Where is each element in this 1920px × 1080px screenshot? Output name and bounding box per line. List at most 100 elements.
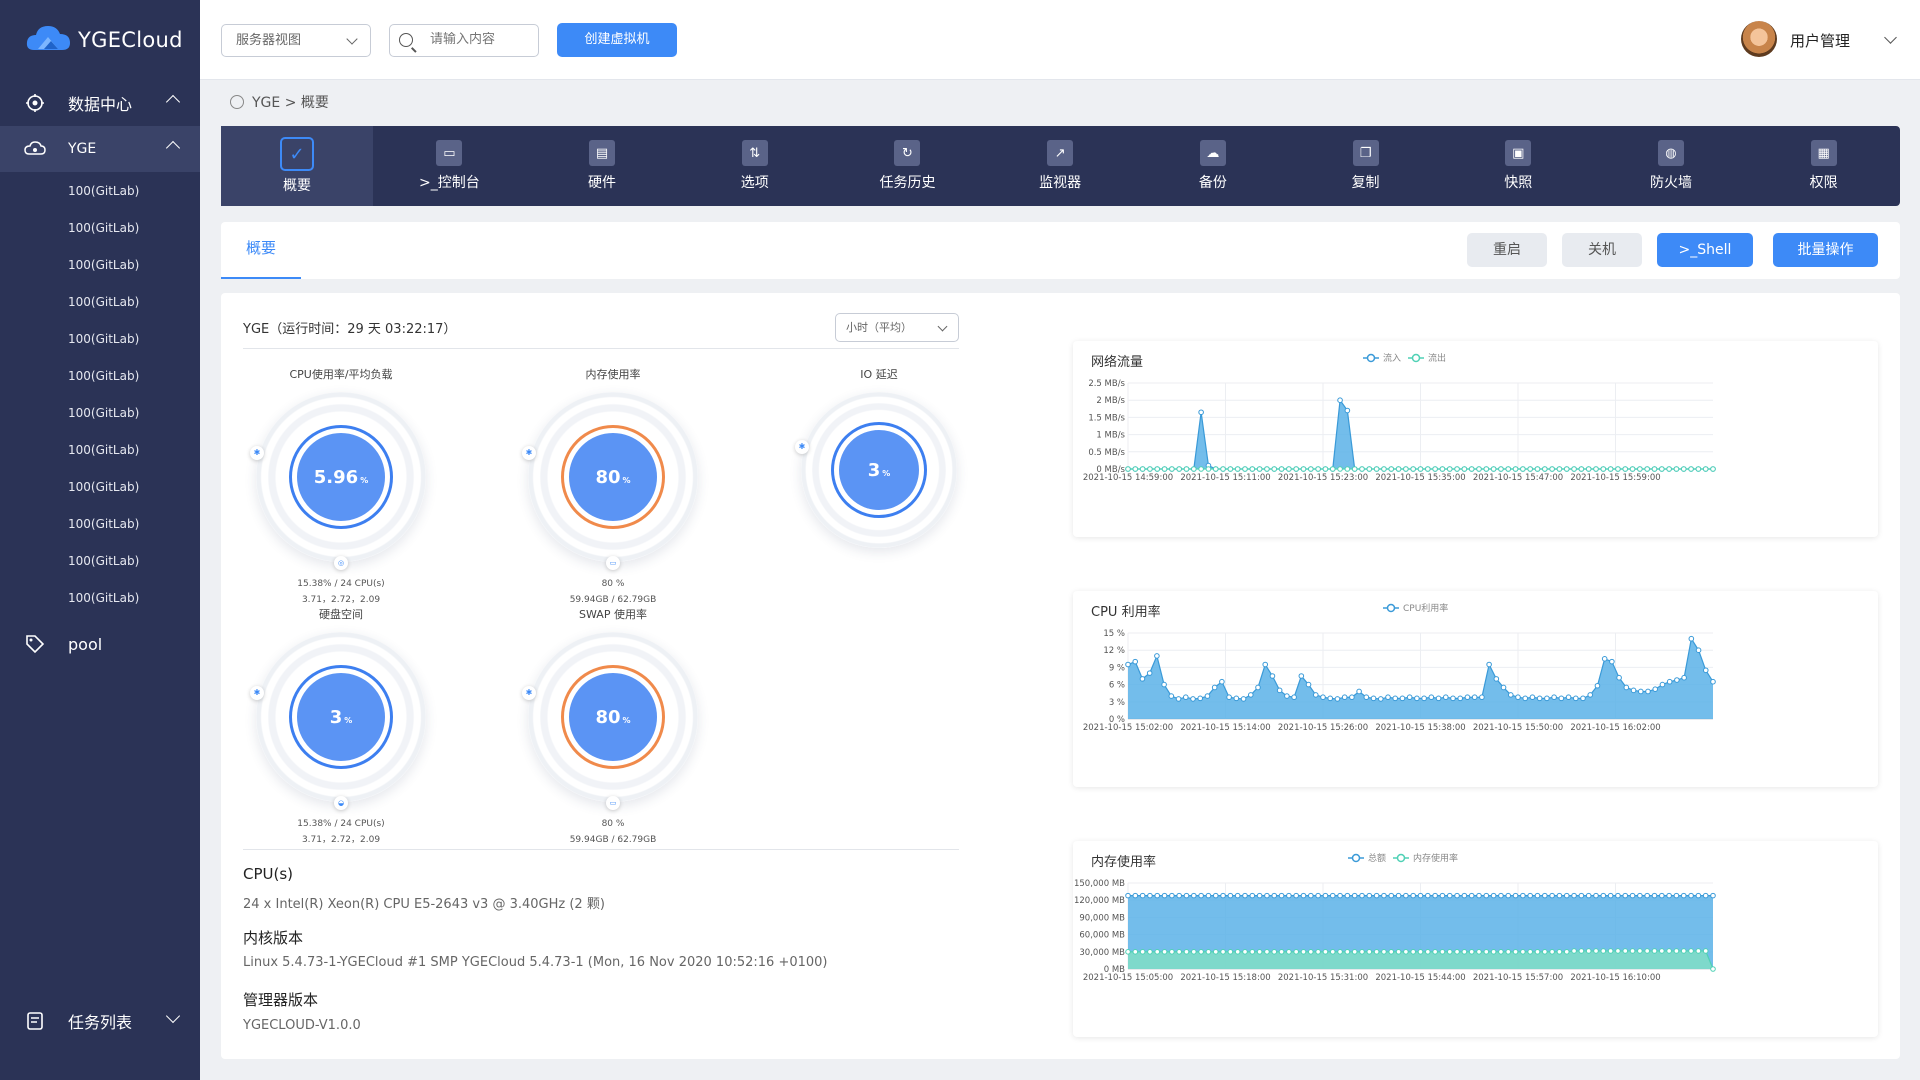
gauge-settings-icon[interactable]: ✱ [250, 446, 264, 460]
shutdown-button[interactable]: 关机 [1562, 233, 1642, 267]
gauge-settings-icon[interactable]: ✱ [250, 686, 264, 700]
data-point [1544, 695, 1550, 702]
search-input[interactable] [430, 32, 530, 47]
sidebar-vm-item[interactable]: 100(GitLab) [68, 331, 140, 346]
data-point [1329, 892, 1336, 899]
data-point [1256, 949, 1263, 955]
sidebar-vm-item[interactable]: 100(GitLab) [68, 590, 140, 605]
data-point [1710, 678, 1716, 685]
data-point [1505, 949, 1512, 955]
data-point [1666, 466, 1672, 472]
data-point [1286, 949, 1292, 955]
disk-icon: ◒ [334, 796, 348, 810]
sidebar-vm-item[interactable]: 100(GitLab) [68, 257, 140, 272]
data-point [1169, 892, 1175, 899]
tab-task-history[interactable]: ↻ 任务历史 [831, 126, 984, 206]
gauge-value: 80% [564, 428, 662, 526]
sidebar-vm-item[interactable]: 100(GitLab) [68, 405, 140, 420]
data-point [1439, 892, 1446, 899]
sidebar-vm-item[interactable]: 100(GitLab) [68, 479, 140, 494]
data-point [1435, 695, 1442, 702]
tab-replication[interactable]: ❐ 复制 [1289, 126, 1442, 206]
sidebar-vm-item[interactable]: 100(GitLab) [68, 183, 140, 198]
tab-overview[interactable]: 概要 [221, 222, 301, 279]
legend-label: 内存使用率 [1413, 852, 1458, 864]
tab-hardware[interactable]: ▤ 硬件 [526, 126, 679, 206]
sidebar-vm-item[interactable]: 100(GitLab) [68, 553, 140, 568]
data-point [1169, 466, 1175, 472]
x-tick-label: 2021-10-15 15:35:00 [1375, 473, 1465, 483]
data-point [1249, 466, 1256, 472]
data-point [1242, 466, 1248, 472]
history-icon: ↻ [894, 140, 921, 166]
gauge-settings-icon[interactable]: ✱ [522, 446, 536, 460]
data-point [1493, 676, 1500, 682]
data-point [1558, 695, 1565, 702]
sidebar-vm-item[interactable]: 100(GitLab) [68, 516, 140, 531]
chart-title: CPU 利用率 [1091, 605, 1161, 620]
tab-monitor[interactable]: ↗ 监视器 [984, 126, 1137, 206]
gauge-settings-icon[interactable]: ✱ [795, 440, 809, 454]
tab-snapshot[interactable]: ▣ 快照 [1442, 126, 1595, 206]
data-point [1320, 694, 1326, 701]
tab-backup[interactable]: ☁ 备份 [1137, 126, 1290, 206]
data-point [1688, 635, 1695, 642]
data-point [1483, 949, 1490, 955]
data-point [1305, 681, 1312, 688]
tab-options[interactable]: ⇅ 选项 [678, 126, 831, 206]
create-vm-button[interactable]: 创建虚拟机 [557, 23, 677, 57]
data-point [1644, 466, 1650, 472]
tab-console[interactable]: ▭ >_控制台 [373, 126, 526, 206]
tab-firewall[interactable]: ◍ 防火墙 [1595, 126, 1748, 206]
legend-marker [1396, 853, 1406, 863]
sidebar-vm-item[interactable]: 100(GitLab) [68, 294, 140, 309]
interval-select[interactable]: 小时（平均） [835, 313, 959, 342]
data-point [1276, 687, 1283, 694]
restart-button[interactable]: 重启 [1467, 233, 1547, 267]
user-menu-label[interactable]: 用户管理 [1790, 32, 1851, 50]
data-point [1432, 949, 1438, 955]
cpu-icon: ◎ [334, 556, 348, 570]
data-point [1125, 466, 1131, 472]
sidebar-item-yge[interactable]: YGE [0, 126, 200, 172]
data-point [1183, 949, 1190, 955]
gauge-settings-icon[interactable]: ✱ [522, 686, 536, 700]
sidebar-item-pool[interactable]: pool [0, 622, 200, 666]
data-point [1359, 466, 1365, 472]
sidebar-vm-item[interactable]: 100(GitLab) [68, 220, 140, 235]
data-point [1417, 466, 1424, 472]
chevron-down-icon[interactable] [1884, 31, 1897, 44]
gauge-swap: SWAP 使用率 ✱ 80% ▭ 80 % 59.94GB / 62.79GB [513, 606, 713, 848]
data-point [1571, 466, 1577, 472]
data-point [1298, 673, 1305, 679]
datacenter-icon [24, 92, 46, 114]
data-point [1271, 466, 1278, 472]
data-point [1556, 466, 1563, 472]
sidebar: YGECloud 数据中心 YGE 100(GitLab) 100(GitLab… [0, 0, 200, 1080]
sidebar-item-tasks[interactable]: 任务列表 [0, 998, 200, 1044]
tab-replication-label: 复制 [1351, 175, 1380, 191]
data-point [1498, 949, 1504, 955]
tab-permissions[interactable]: ▦ 权限 [1747, 126, 1900, 206]
view-select[interactable]: 服务器视图 [221, 24, 371, 57]
sidebar-vm-item[interactable]: 100(GitLab) [68, 368, 140, 383]
sidebar-item-datacenter[interactable]: 数据中心 [0, 80, 200, 126]
data-point [1471, 694, 1478, 701]
breadcrumb-text[interactable]: YGE > 概要 [252, 95, 329, 111]
sidebar-vm-item[interactable]: 100(GitLab) [68, 442, 140, 457]
tab-summary[interactable]: ✓ 概要 [221, 126, 373, 206]
gauge-title: IO 延迟 [860, 368, 898, 381]
cpu-info-label: CPU(s) [243, 865, 294, 883]
app-logo[interactable]: YGECloud [0, 0, 200, 80]
avatar[interactable] [1741, 21, 1777, 57]
data-point [1190, 696, 1196, 702]
data-point [1464, 694, 1471, 701]
manager-version-value: YGECLOUD-V1.0.0 [243, 1018, 361, 1033]
data-point [1565, 694, 1572, 701]
data-point [1710, 892, 1716, 899]
data-point [1674, 677, 1680, 683]
data-point [1600, 948, 1607, 954]
batch-operation-button[interactable]: 批量操作 [1773, 233, 1878, 267]
data-point [1322, 892, 1329, 899]
shell-button[interactable]: >_Shell [1657, 233, 1753, 267]
